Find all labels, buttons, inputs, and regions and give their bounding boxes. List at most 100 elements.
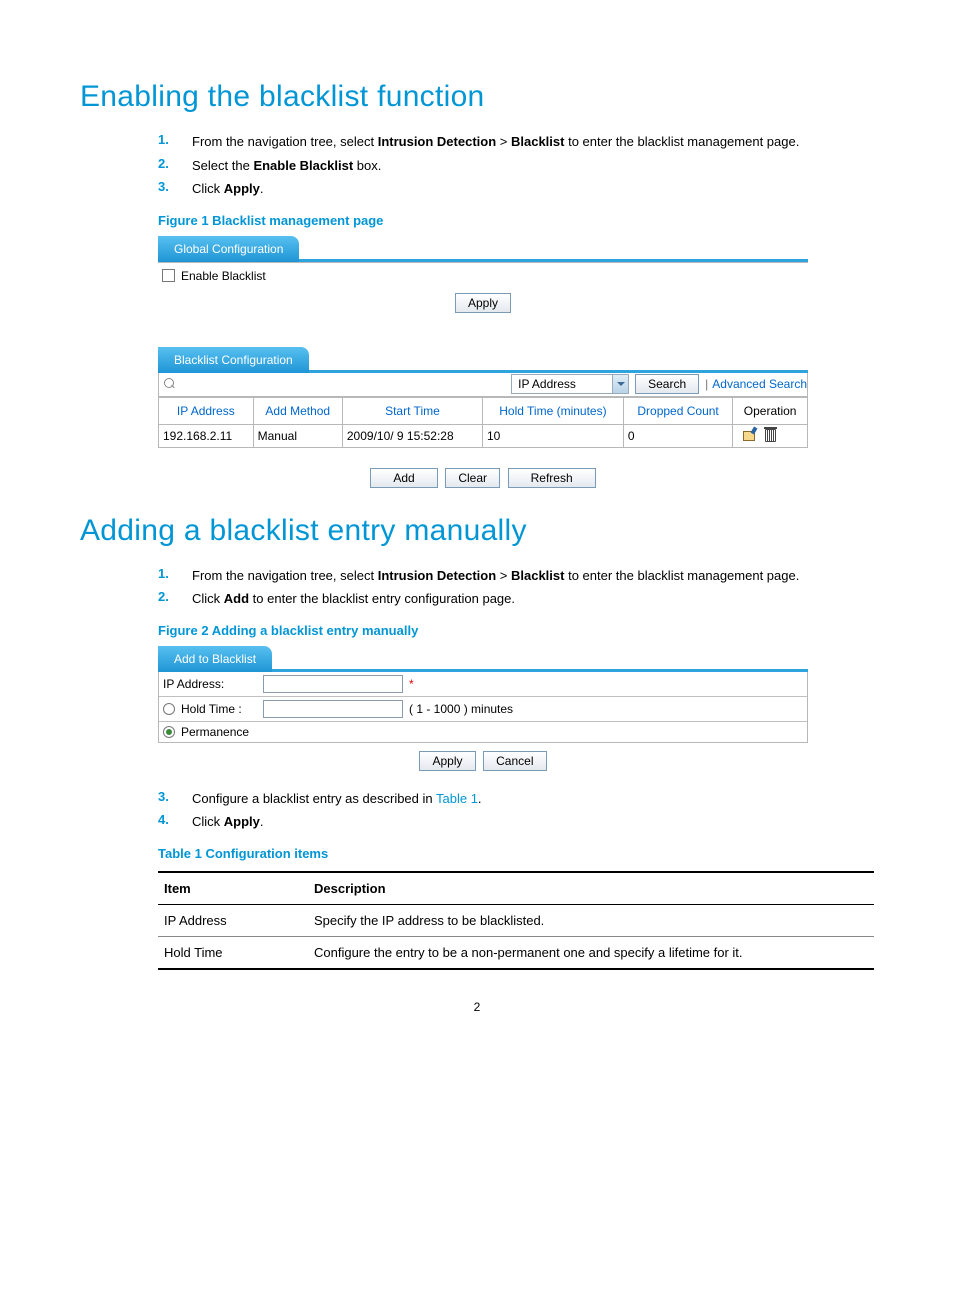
search-input[interactable] (181, 375, 511, 393)
text: to enter the blacklist entry configurati… (249, 591, 515, 606)
step-number: 1. (158, 132, 192, 152)
cell-dropped: 0 (623, 424, 732, 447)
hold-time-label: Hold Time : (163, 702, 263, 716)
blacklist-table: IP Address Add Method Start Time Hold Ti… (158, 397, 808, 448)
select-value: IP Address (512, 377, 612, 391)
text: Click (192, 591, 224, 606)
text: From the navigation tree, select (192, 568, 378, 583)
text: Configure a blacklist entry as described… (192, 791, 436, 806)
search-icon (163, 377, 177, 391)
col-operation: Operation (733, 397, 808, 424)
step-number: 3. (158, 179, 192, 199)
step-text: Configure a blacklist entry as described… (192, 789, 874, 809)
step-text: Select the Enable Blacklist box. (192, 156, 874, 176)
tab-blacklist-config[interactable]: Blacklist Configuration (158, 347, 309, 373)
table-header-row: Item Description (158, 872, 874, 905)
tab-global-config[interactable]: Global Configuration (158, 236, 299, 262)
cell-start: 2009/10/ 9 15:52:28 (342, 424, 482, 447)
step-number: 4. (158, 812, 192, 832)
separator: | (705, 377, 708, 391)
text: > (496, 568, 511, 583)
hold-time-input[interactable] (263, 700, 403, 718)
table-row: 192.168.2.11 Manual 2009/10/ 9 15:52:28 … (159, 424, 808, 447)
text: Click (192, 814, 224, 829)
bold: Add (224, 591, 249, 606)
cancel-button[interactable]: Cancel (483, 751, 546, 771)
bold: Intrusion Detection (378, 568, 496, 583)
td-desc: Specify the IP address to be blacklisted… (308, 904, 874, 936)
step-text: Click Apply. (192, 812, 874, 832)
permanence-label: Permanence (163, 725, 263, 739)
col-method[interactable]: Add Method (253, 397, 342, 424)
ip-address-label: IP Address: (163, 677, 263, 691)
th-desc: Description (308, 872, 874, 905)
chevron-down-icon (612, 375, 628, 393)
text: From the navigation tree, select (192, 134, 378, 149)
page-number: 2 (80, 1000, 874, 1014)
step-number: 1. (158, 566, 192, 586)
text: Permanence (181, 725, 249, 739)
col-ip[interactable]: IP Address (159, 397, 254, 424)
bold: Intrusion Detection (378, 134, 496, 149)
step-text: Click Apply. (192, 179, 874, 199)
step-number: 2. (158, 589, 192, 609)
search-field-select[interactable]: IP Address (511, 374, 629, 394)
bold: Blacklist (511, 568, 564, 583)
table-caption: Table 1 Configuration items (158, 846, 874, 861)
add-button[interactable]: Add (370, 468, 437, 488)
cell-hold: 10 (483, 424, 624, 447)
bold: Enable Blacklist (253, 158, 353, 173)
table-link[interactable]: Table 1 (436, 791, 478, 806)
text: . (478, 791, 482, 806)
config-items-table: Item Description IP Address Specify the … (158, 871, 874, 970)
th-item: Item (158, 872, 308, 905)
text: to enter the blacklist management page. (564, 134, 799, 149)
edit-icon[interactable] (741, 429, 755, 441)
apply-button[interactable]: Apply (455, 293, 511, 313)
advanced-search-link[interactable]: Advanced Search (712, 377, 807, 391)
bold: Apply (224, 814, 260, 829)
ip-address-input[interactable] (263, 675, 403, 693)
table-header-row: IP Address Add Method Start Time Hold Ti… (159, 397, 808, 424)
section-heading: Adding a blacklist entry manually (80, 514, 874, 548)
text: Hold Time : (181, 702, 242, 716)
hold-time-hint: ( 1 - 1000 ) minutes (409, 702, 513, 716)
td-item: IP Address (158, 904, 308, 936)
steps-list: 1. From the navigation tree, select Intr… (158, 132, 874, 199)
text: . (260, 181, 264, 196)
td-desc: Configure the entry to be a non-permanen… (308, 936, 874, 969)
col-hold[interactable]: Hold Time (minutes) (483, 397, 624, 424)
bold: Blacklist (511, 134, 564, 149)
text: Click (192, 181, 224, 196)
refresh-button[interactable]: Refresh (508, 468, 596, 488)
step-number: 2. (158, 156, 192, 176)
figure2-panel: Add to Blacklist IP Address: * Hold Time… (158, 646, 808, 779)
text: Select the (192, 158, 253, 173)
table-row: IP Address Specify the IP address to be … (158, 904, 874, 936)
search-button[interactable]: Search (635, 374, 699, 394)
step-number: 3. (158, 789, 192, 809)
cell-method: Manual (253, 424, 342, 447)
col-dropped[interactable]: Dropped Count (623, 397, 732, 424)
text: . (260, 814, 264, 829)
figure-caption: Figure 1 Blacklist management page (158, 213, 874, 228)
col-start[interactable]: Start Time (342, 397, 482, 424)
tab-add-to-blacklist[interactable]: Add to Blacklist (158, 646, 272, 672)
enable-blacklist-checkbox[interactable] (162, 269, 175, 282)
figure-caption: Figure 2 Adding a blacklist entry manual… (158, 623, 874, 638)
text: box. (353, 158, 381, 173)
apply-button[interactable]: Apply (419, 751, 475, 771)
hold-time-radio[interactable] (163, 703, 175, 715)
bold: Apply (224, 181, 260, 196)
section-heading: Enabling the blacklist function (80, 80, 874, 114)
step-text: From the navigation tree, select Intrusi… (192, 566, 874, 586)
clear-button[interactable]: Clear (445, 468, 500, 488)
step-text: From the navigation tree, select Intrusi… (192, 132, 874, 152)
required-mark: * (409, 677, 414, 691)
table-row: Hold Time Configure the entry to be a no… (158, 936, 874, 969)
td-item: Hold Time (158, 936, 308, 969)
step-text: Click Add to enter the blacklist entry c… (192, 589, 874, 609)
permanence-radio[interactable] (163, 726, 175, 738)
text: to enter the blacklist management page. (564, 568, 799, 583)
delete-icon[interactable] (765, 429, 776, 442)
